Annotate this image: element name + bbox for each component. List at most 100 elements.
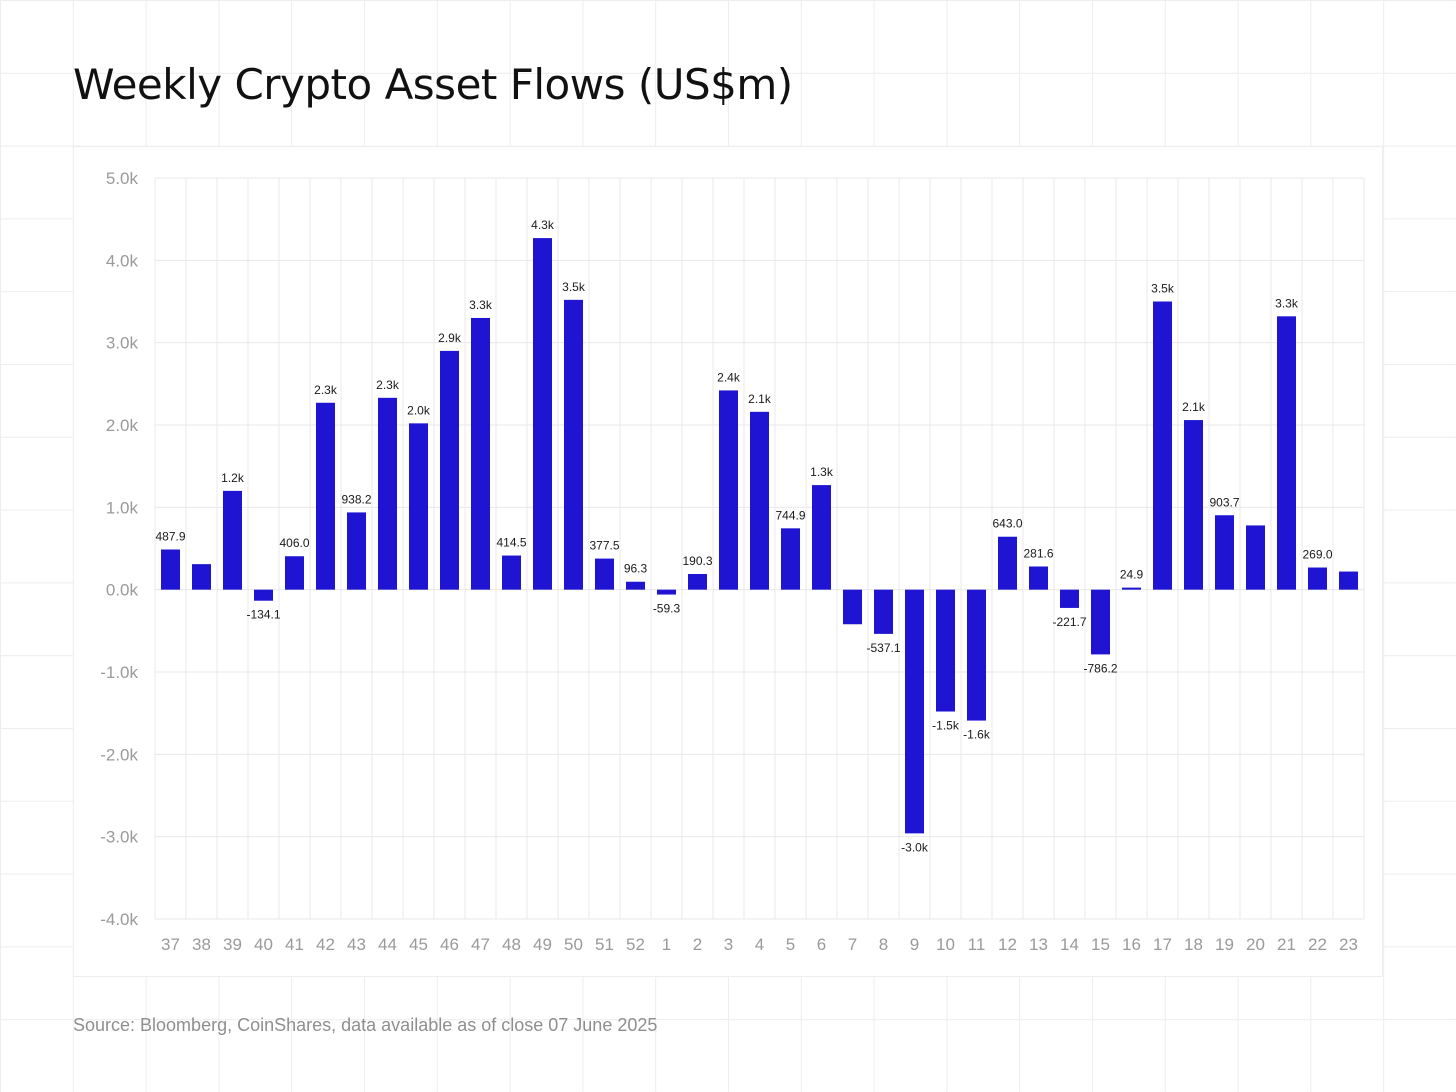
data-label: 24.9 bbox=[1120, 568, 1144, 582]
x-tick-label: 9 bbox=[910, 935, 919, 954]
data-label: -1.6k bbox=[963, 728, 991, 742]
y-tick-label: 4.0k bbox=[106, 251, 139, 270]
data-label: 190.3 bbox=[682, 554, 712, 568]
data-label: 3.5k bbox=[562, 280, 586, 294]
x-tick-label: 6 bbox=[817, 935, 826, 954]
bar-week-48 bbox=[502, 555, 521, 590]
x-tick-label: 20 bbox=[1246, 935, 1265, 954]
data-label: 903.7 bbox=[1209, 495, 1239, 509]
x-tick-label: 7 bbox=[848, 935, 857, 954]
bar-week-4 bbox=[750, 411, 769, 590]
y-tick-label: -1.0k bbox=[100, 663, 138, 682]
data-label: 938.2 bbox=[341, 492, 371, 506]
bar-week-45 bbox=[409, 423, 428, 590]
bar-week-14 bbox=[1060, 589, 1079, 608]
x-tick-label: 5 bbox=[786, 935, 795, 954]
data-label: -221.7 bbox=[1052, 615, 1086, 629]
data-label: -134.1 bbox=[246, 608, 280, 622]
bar-chart: 5.0k 4.0k 3.0k 2.0k 1.0k 0.0k -1.0k -2.0k -3.0k -… bbox=[100, 169, 1365, 954]
data-label: 2.1k bbox=[748, 392, 772, 406]
y-tick-label: -4.0k bbox=[100, 910, 138, 929]
bar-week-8 bbox=[874, 589, 893, 634]
bar-week-11 bbox=[967, 589, 986, 721]
x-tick-label: 38 bbox=[192, 935, 211, 954]
data-label: 3.3k bbox=[1275, 296, 1299, 310]
chart-title: Weekly Crypto Asset Flows (US$m) bbox=[73, 60, 793, 109]
x-tick-label: 2 bbox=[693, 935, 702, 954]
x-tick-label: 13 bbox=[1029, 935, 1048, 954]
bar-week-40 bbox=[254, 589, 273, 601]
data-label: 406.0 bbox=[279, 536, 309, 550]
x-tick-label: 8 bbox=[879, 935, 888, 954]
data-label: 487.9 bbox=[155, 529, 185, 543]
bar-week-51 bbox=[595, 558, 614, 590]
x-tick-label: 21 bbox=[1277, 935, 1296, 954]
x-tick-label: 17 bbox=[1153, 935, 1172, 954]
data-label: 414.5 bbox=[496, 536, 526, 550]
data-label: -1.5k bbox=[932, 719, 960, 733]
x-tick-label: 15 bbox=[1091, 935, 1110, 954]
data-label: 2.9k bbox=[438, 331, 462, 345]
x-tick-label: 49 bbox=[533, 935, 552, 954]
bar-week-37 bbox=[161, 549, 180, 590]
bar-week-6 bbox=[812, 485, 831, 590]
bar-week-42 bbox=[316, 402, 335, 590]
bar-week-39 bbox=[223, 490, 242, 590]
bar-week-20 bbox=[1246, 525, 1265, 590]
bar-week-43 bbox=[347, 512, 366, 590]
y-tick-label: 3.0k bbox=[106, 334, 139, 353]
y-tick-label: -3.0k bbox=[100, 828, 138, 847]
x-tick-label: 11 bbox=[968, 935, 986, 954]
bar-week-3 bbox=[719, 390, 738, 590]
x-tick-label: 12 bbox=[998, 935, 1017, 954]
bar-week-52 bbox=[626, 581, 645, 590]
bar-week-18 bbox=[1184, 420, 1203, 590]
x-tick-label: 39 bbox=[223, 935, 242, 954]
data-label: -3.0k bbox=[901, 840, 929, 854]
data-label: -537.1 bbox=[866, 641, 900, 655]
bar-week-41 bbox=[285, 556, 304, 590]
bar-week-9 bbox=[905, 589, 924, 834]
bar-week-17 bbox=[1153, 301, 1172, 590]
x-tick-label: 3 bbox=[724, 935, 733, 954]
x-tick-label: 51 bbox=[595, 935, 614, 954]
x-tick-label: 14 bbox=[1060, 935, 1079, 954]
x-tick-label: 40 bbox=[254, 935, 273, 954]
data-label: 4.3k bbox=[531, 218, 555, 232]
bar-week-12 bbox=[998, 536, 1017, 590]
bar-week-22 bbox=[1308, 567, 1327, 590]
x-tick-label: 16 bbox=[1122, 935, 1141, 954]
y-tick-label: 2.0k bbox=[106, 416, 139, 435]
bar-week-21 bbox=[1277, 316, 1296, 590]
data-label: 2.4k bbox=[717, 370, 741, 384]
x-tick-label: 42 bbox=[316, 935, 335, 954]
bar-week-47 bbox=[471, 317, 490, 590]
data-label: 269.0 bbox=[1302, 548, 1332, 562]
x-tick-label: 23 bbox=[1339, 935, 1358, 954]
x-tick-label: 47 bbox=[471, 935, 490, 954]
x-tick-label: 19 bbox=[1215, 935, 1234, 954]
bar-week-44 bbox=[378, 397, 397, 590]
x-tick-label: 18 bbox=[1184, 935, 1203, 954]
data-label: 2.0k bbox=[407, 403, 431, 417]
x-tick-label: 41 bbox=[285, 935, 304, 954]
data-label: 1.2k bbox=[221, 471, 245, 485]
source-note: Source: Bloomberg, CoinShares, data avai… bbox=[73, 1015, 658, 1035]
x-tick-label: 10 bbox=[936, 935, 955, 954]
data-label: 281.6 bbox=[1023, 546, 1053, 560]
bar-week-50 bbox=[564, 299, 583, 590]
y-tick-label: 1.0k bbox=[106, 498, 139, 517]
bar-week-10 bbox=[936, 589, 955, 712]
data-label: 3.5k bbox=[1151, 282, 1175, 296]
bar-week-46 bbox=[440, 350, 459, 590]
bar-week-19 bbox=[1215, 515, 1234, 590]
x-tick-label: 22 bbox=[1308, 935, 1327, 954]
data-label: 377.5 bbox=[589, 539, 619, 553]
data-label: 744.9 bbox=[775, 508, 805, 522]
bar-week-5 bbox=[781, 528, 800, 590]
bar-week-16 bbox=[1122, 587, 1141, 590]
data-label: -59.3 bbox=[653, 602, 681, 616]
y-tick-label: 5.0k bbox=[106, 169, 139, 188]
x-tick-label: 45 bbox=[409, 935, 428, 954]
chart-panel: 5.0k 4.0k 3.0k 2.0k 1.0k 0.0k -1.0k -2.0k -3.0k -… bbox=[73, 146, 1383, 977]
